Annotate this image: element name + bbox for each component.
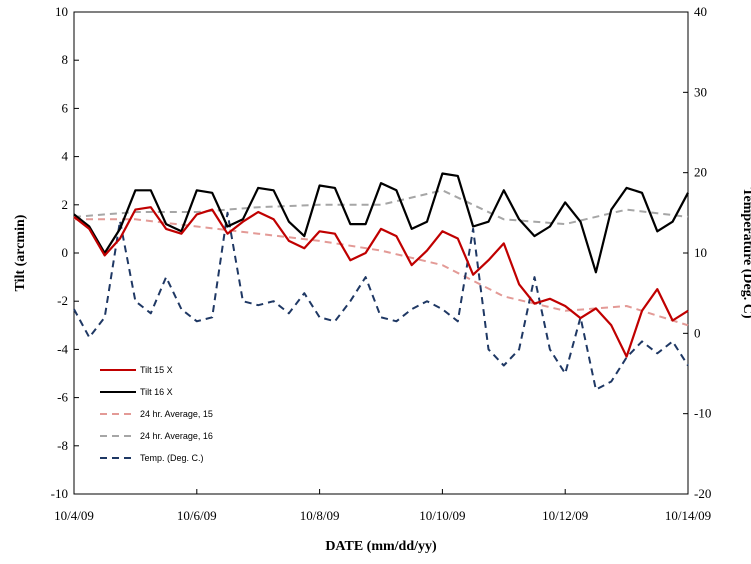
y-tick-label: -4 [57,341,68,356]
y-tick-label: -2 [57,293,68,308]
x-tick-label: 10/10/09 [419,508,465,523]
x-tick-label: 10/8/09 [300,508,340,523]
series-line-tilt-16-x [73,172,689,274]
legend-label: Tilt 16 X [140,387,173,397]
y2-tick-label: -20 [694,486,711,501]
legend-label: 24 hr. Average, 16 [140,431,213,441]
y-tick-label: 0 [62,245,69,260]
legend-label: Temp. (Deg. C.) [140,453,204,463]
series-line-tilt-15-x [73,206,689,358]
y2-tick-label: 10 [694,245,707,260]
y-tick-label: 4 [62,149,69,164]
y2-tick-label: 0 [694,325,701,340]
x-axis-title: DATE (mm/dd/yy) [325,539,437,554]
y2-tick-label: 20 [694,165,707,180]
x-tick-label: 10/14/09 [665,508,711,523]
ticks-layer: -10-8-6-4-20246810-20-1001020304010/4/09… [51,4,712,523]
y-axis-title: Tilt (arcmin) [13,214,28,291]
y-tick-label: 8 [62,52,69,67]
series-layer [73,172,689,391]
y-tick-label: -6 [57,390,68,405]
y-tick-label: 6 [62,100,69,115]
y-tick-label: -10 [51,486,68,501]
plot-frame [73,11,689,495]
series-line-temp-deg-c [73,211,689,391]
legend-label: 24 hr. Average, 15 [140,409,213,419]
series-line-24-hr-average-15 [74,218,689,327]
x-tick-label: 10/4/09 [54,508,94,523]
y-tick-label: 10 [55,4,68,19]
x-tick-label: 10/6/09 [177,508,217,523]
y2-tick-label: 40 [694,4,707,19]
legend-label: Tilt 15 X [140,365,173,375]
y-tick-label: 2 [62,197,69,212]
y2-tick-label: -10 [694,406,711,421]
y-tick-label: -8 [57,438,68,453]
x-tick-label: 10/12/09 [542,508,588,523]
y2-tick-label: 30 [694,84,707,99]
series-line-24-hr-average-16 [73,189,689,226]
y2-axis-title: Temperature (Deg. C) [740,187,751,318]
legend: Tilt 15 X Tilt 16 X 24 hr. Average, 15 24 h… [100,365,213,463]
